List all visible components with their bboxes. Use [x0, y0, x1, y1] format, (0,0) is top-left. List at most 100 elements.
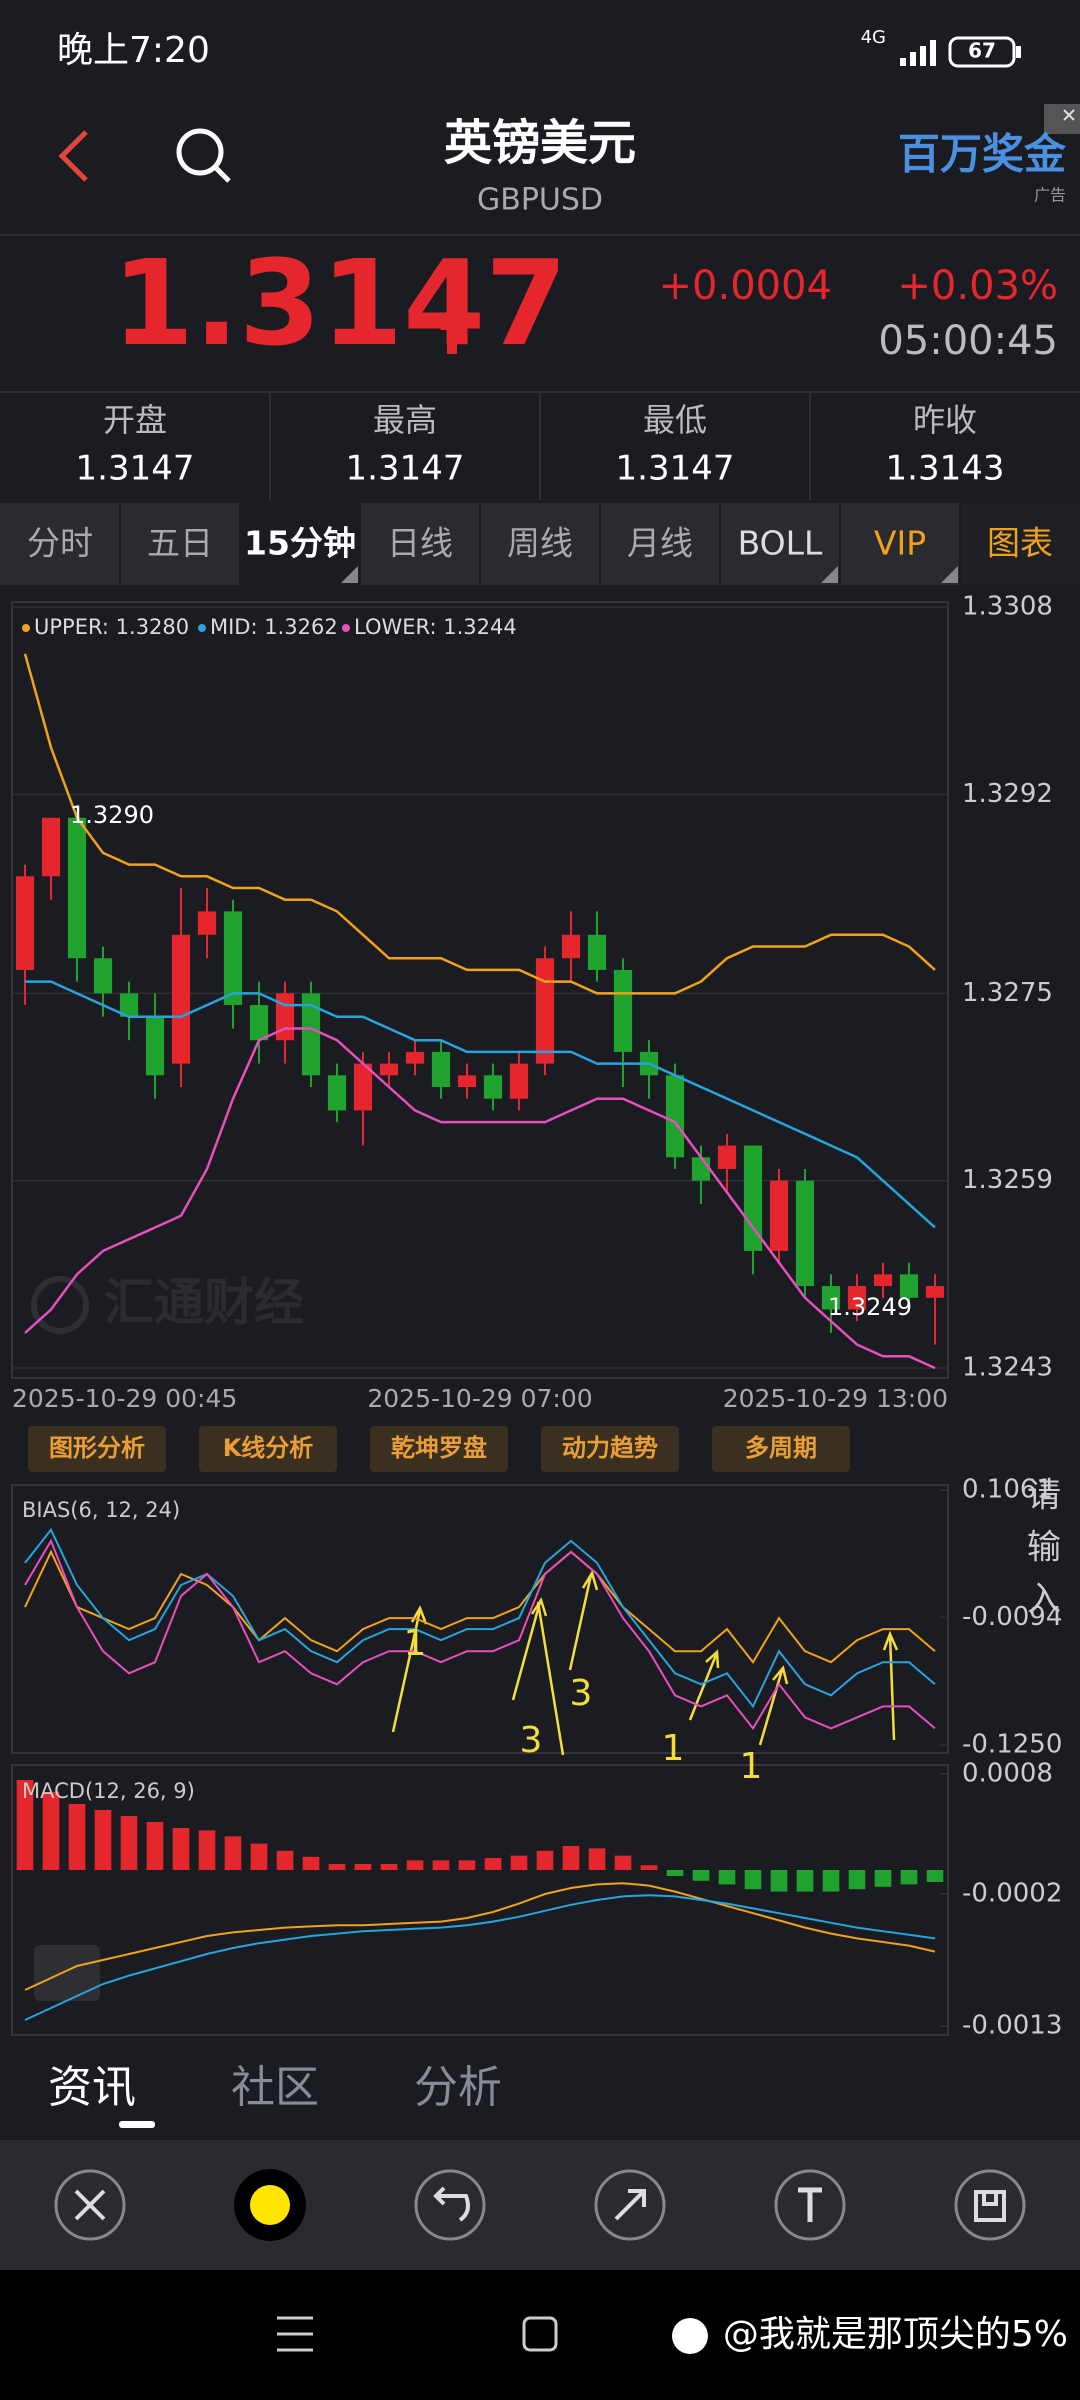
title: 英镑美元: [444, 115, 636, 171]
candle-body: [769, 1180, 789, 1251]
indicator-line: [24, 1538, 936, 1731]
stat-label: 开盘: [103, 401, 167, 439]
macd-bar: [432, 1860, 450, 1870]
y-tick-label: -0.0002: [962, 1879, 1062, 1909]
x-tick-label: 2025-10-29 13:00: [723, 1384, 948, 1413]
macd-bar: [120, 1816, 138, 1870]
tool-button-label: 动力趋势: [562, 1434, 658, 1462]
y-tick-label: -0.0094: [962, 1602, 1062, 1632]
change: +0.0004: [659, 263, 832, 309]
candle-body: [691, 1157, 711, 1181]
bottom-tab[interactable]: 资讯: [48, 2062, 136, 2113]
indicator-line: [24, 1027, 936, 1370]
tab[interactable]: 月线: [627, 524, 693, 563]
menu-button[interactable]: [277, 2316, 313, 2352]
macd-bar: [562, 1846, 580, 1870]
search-button[interactable]: [176, 128, 224, 176]
indicator-title: MACD(12, 26, 9): [22, 1779, 195, 1803]
tool-button-label: 多周期: [745, 1434, 817, 1462]
candle-body: [353, 1063, 373, 1111]
ad-banner: 百万奖金: [898, 130, 1067, 179]
tab[interactable]: VIP: [874, 524, 926, 563]
tab[interactable]: BOLL: [738, 524, 823, 563]
ad-tag: 广告: [1034, 186, 1066, 205]
legend-dot: [22, 624, 30, 632]
search-handle: [213, 165, 231, 183]
stat-value: 1.3147: [346, 449, 465, 489]
macd-bar: [276, 1850, 294, 1870]
candle-body: [613, 969, 633, 1052]
tool-button[interactable]: [199, 1426, 337, 1472]
tab-chart-bg: [960, 503, 1080, 585]
indicator-line: [24, 1549, 936, 1664]
tool-button[interactable]: [712, 1426, 850, 1472]
macd-bar: [770, 1870, 788, 1892]
toolbar: [0, 2140, 1080, 2270]
tool-button[interactable]: [541, 1426, 679, 1472]
candle-body: [431, 1051, 451, 1088]
tab[interactable]: 五日: [147, 524, 213, 563]
bottom-tab[interactable]: 分析: [414, 2062, 502, 2113]
tool-button[interactable]: [370, 1426, 508, 1472]
legend-dot: [198, 624, 206, 632]
macd-bar: [458, 1860, 476, 1870]
candle-body: [249, 1005, 269, 1041]
text-tool[interactable]: [774, 2169, 846, 2241]
x-tick-label: 2025-10-29 07:00: [367, 1384, 592, 1413]
macd-bar: [640, 1865, 658, 1870]
home-button[interactable]: [522, 2316, 558, 2352]
macd-bar: [302, 1856, 320, 1870]
tab[interactable]: 15分钟: [244, 524, 356, 563]
macd-frame: [11, 1764, 949, 2036]
save-tool[interactable]: [954, 2169, 1026, 2241]
candle-body: [483, 1075, 503, 1099]
candle-body: [15, 876, 35, 970]
back-button[interactable]: [58, 130, 88, 182]
tab[interactable]: 图表: [987, 524, 1053, 563]
stat-label: 昨收: [913, 401, 977, 439]
legend-label: UPPER: 1.3280: [34, 615, 189, 639]
macd-bar: [250, 1843, 268, 1870]
candle-body: [379, 1063, 399, 1076]
stat-label: 最低: [643, 401, 707, 439]
undo-tool[interactable]: [414, 2169, 486, 2241]
subtitle: GBPUSD: [477, 183, 603, 218]
signal: [900, 40, 936, 66]
tool-button-label: 乾坤罗盘: [391, 1434, 487, 1462]
macd-bar: [666, 1870, 684, 1876]
tab[interactable]: 分时: [27, 524, 93, 563]
tab-corner-marks: [341, 566, 958, 583]
macd-bar: [172, 1828, 190, 1870]
fullscreen-button[interactable]: [34, 1945, 100, 2001]
arrow-tool[interactable]: [594, 2169, 666, 2241]
tab-underline: [119, 2121, 155, 2128]
macd-bar: [822, 1870, 840, 1892]
battery-tip: [1016, 46, 1021, 58]
macd-bar: [614, 1855, 632, 1870]
network: 4G: [861, 27, 886, 48]
candle-body: [847, 1286, 867, 1310]
candle-body: [899, 1274, 919, 1298]
annotation: 3: [520, 1720, 543, 1761]
candle-body: [535, 958, 555, 1064]
up-arrow: [440, 310, 464, 354]
tool-button-label: K线分析: [223, 1434, 314, 1462]
annotation: 3: [570, 1673, 593, 1714]
tab[interactable]: 周线: [507, 524, 573, 563]
watermark: 汇通财经: [104, 1274, 304, 1332]
candle-body: [93, 958, 113, 994]
y-tick-label: 0.1061: [962, 1475, 1053, 1505]
tool-button[interactable]: [28, 1426, 166, 1472]
indicator-line: [24, 1527, 936, 1709]
bottom-tab[interactable]: 社区: [231, 2062, 319, 2113]
tab[interactable]: 日线: [387, 524, 453, 563]
candle-body: [197, 911, 217, 935]
candle-body: [821, 1286, 841, 1310]
stat-value: 1.3147: [616, 449, 735, 489]
candle-body: [873, 1274, 893, 1287]
candle-body: [795, 1180, 815, 1287]
clear-tool[interactable]: [54, 2169, 126, 2241]
candle-body: [509, 1063, 529, 1099]
stat-label: 最高: [373, 401, 437, 439]
